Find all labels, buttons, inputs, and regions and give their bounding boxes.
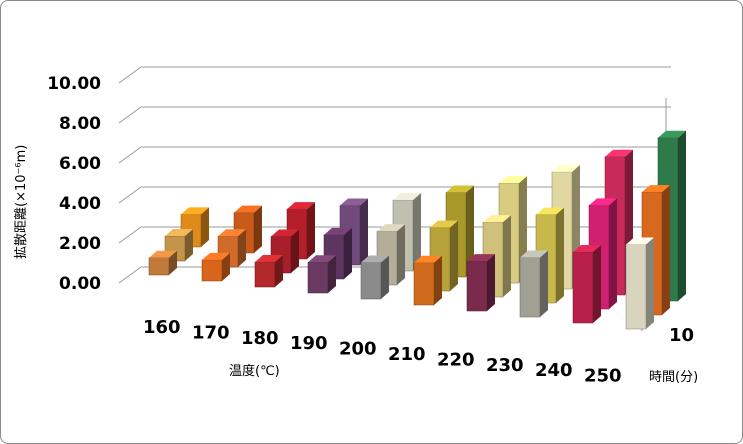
x-tick-label-240: 240 (535, 360, 573, 381)
bar-210-row2 (445, 185, 474, 278)
x-tick-label-220: 220 (437, 349, 475, 370)
bar-180-row0 (254, 255, 283, 288)
y-tick-label: 0.00 (59, 274, 101, 294)
bar-190-row0 (307, 255, 336, 294)
x-tick-label-160: 160 (143, 317, 181, 338)
y-axis-title: 拡散距離(×10⁻⁶m) (14, 145, 29, 259)
x-tick-label-170: 170 (192, 322, 230, 343)
y-tick-label: 10.00 (47, 74, 101, 94)
x-tick-label-230: 230 (486, 355, 524, 376)
y-tick-label: 4.00 (59, 194, 101, 214)
gridline (118, 106, 671, 124)
z-axis-title: 時間(分) (649, 370, 698, 385)
x-tick-label-200: 200 (339, 339, 377, 360)
y-tick-label: 2.00 (59, 234, 101, 254)
x-tick-label-190: 190 (290, 333, 328, 354)
y-tick-label: 6.00 (59, 154, 101, 174)
bar-170-row1 (217, 229, 246, 268)
x-tick-label-250: 250 (584, 366, 622, 387)
gridline (118, 66, 671, 84)
bar-220-row0 (466, 254, 495, 312)
bar-170-row0 (201, 252, 230, 282)
bar-230-row0 (519, 250, 548, 318)
x-axis-title: 温度(℃) (229, 363, 280, 379)
series-label-10: 10 (669, 325, 694, 346)
x-tick-label-180: 180 (241, 328, 279, 349)
bar-160-row0 (148, 250, 177, 276)
bar-200-row0 (360, 255, 389, 300)
chart-labels: 0.00 2.00 4.00 6.00 8.00 10.00 160 170 180 190 200… (47, 74, 621, 387)
chart-bars (148, 130, 686, 330)
bar-250-row0 (625, 237, 654, 330)
x-tick-label-210: 210 (388, 344, 426, 365)
bar-160-row1 (164, 229, 193, 262)
gridline (118, 186, 671, 204)
gridline (118, 146, 671, 164)
bar-240-row0 (572, 244, 601, 324)
y-tick-label: 8.00 (59, 114, 101, 134)
bar-210-row0 (413, 255, 442, 306)
